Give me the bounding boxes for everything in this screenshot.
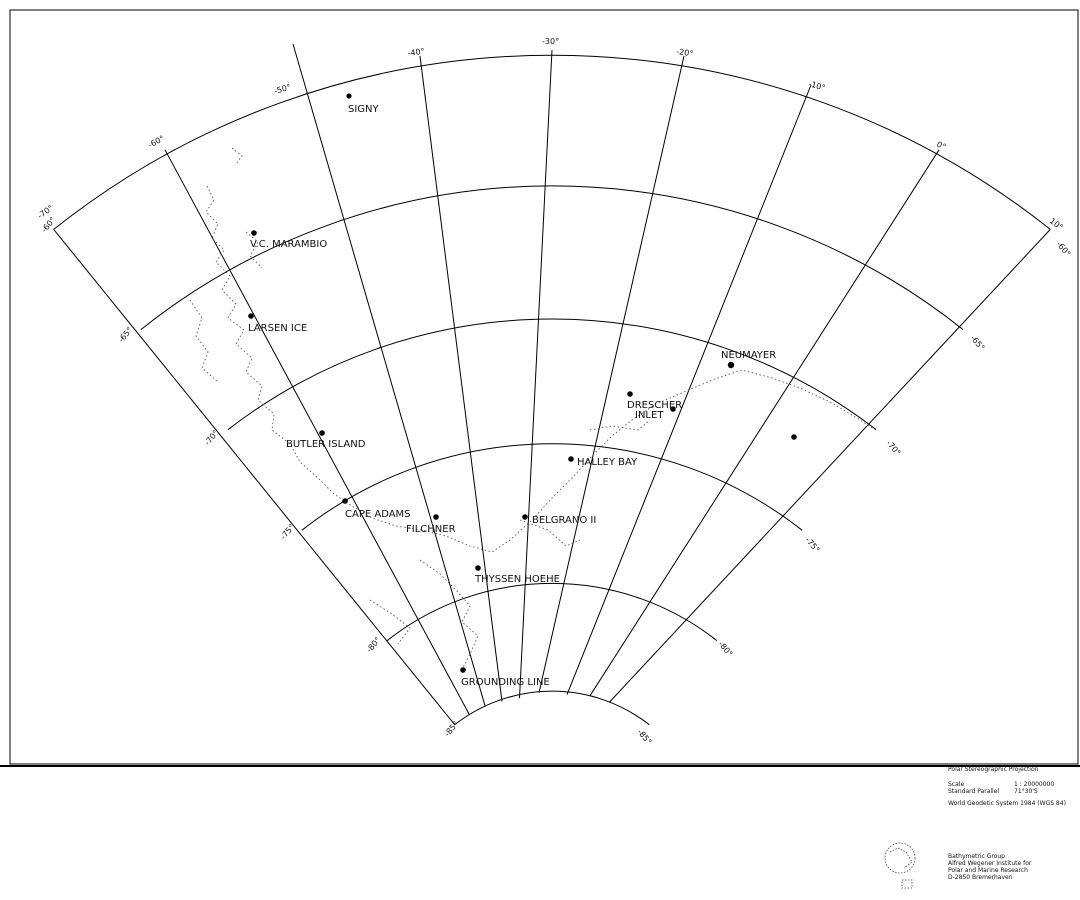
meridian-edge-right: [609, 229, 1051, 703]
cape-adams-label: CAPE ADAMS: [345, 509, 411, 520]
parallel-60: [53, 54, 1051, 230]
parallel-65: [140, 185, 964, 330]
signy-label: SIGNY: [348, 104, 380, 115]
parallel-80: [386, 582, 718, 641]
drescher-marker: [627, 391, 633, 397]
scale-value: 1 : 20000000: [1014, 781, 1054, 788]
lon-label-m40: -40°: [407, 47, 425, 58]
lon-label-m60: -60°: [147, 134, 166, 150]
credit-line-4: D-2850 Bremerhaven: [948, 874, 1013, 881]
grounding-marker: [460, 667, 466, 673]
lat-left-m80: -80°: [365, 635, 383, 654]
parallel-85: [454, 690, 650, 726]
drescher-label-2: INLET: [635, 410, 664, 421]
neumayer-marker: [727, 361, 735, 369]
lat-right-m80: -80°: [716, 640, 734, 659]
station-labels: SIGNY V.C. MARAMBIO LARSEN ICE BUTLER IS…: [248, 104, 776, 688]
filchner-marker: [433, 514, 439, 520]
drescher-marker-2: [670, 406, 676, 412]
credit-line-2: Alfred Wegener Institute for: [948, 860, 1032, 867]
logo-block: [901, 879, 913, 889]
lat-right-m85: -85°: [635, 728, 653, 747]
meridian-m40: [419, 55, 503, 702]
parallel-75: [301, 443, 803, 531]
marambio-marker: [251, 230, 257, 236]
meridian-m30: [519, 49, 553, 699]
legend-block: Polar Stereographic Projection Scale 1 :…: [948, 766, 1066, 881]
lon-label-m50: -50°: [273, 83, 292, 96]
lon-label-m20: -20°: [676, 47, 694, 58]
scale-label: Scale: [948, 781, 964, 788]
meridian-edge-left: [53, 229, 456, 726]
station-markers: [248, 93, 797, 673]
lon-label-0: 0°: [935, 140, 947, 152]
meridian-m20: [538, 55, 685, 693]
standard-parallel-label: Standard Parallel: [948, 788, 999, 795]
lon-label-m30: -30°: [542, 37, 559, 46]
lat-right-m75: -75°: [803, 536, 821, 555]
standard-parallel-value: 71°30'S: [1014, 788, 1038, 795]
map-border: [9, 9, 1079, 765]
butler-marker: [319, 430, 325, 436]
halley-marker: [568, 456, 574, 462]
credit-line-1: Bathymetric Group: [948, 853, 1005, 860]
coast-filchner: [419, 559, 479, 671]
meridians: [53, 43, 1051, 726]
coast-west-islands: [189, 299, 219, 383]
logo-coast: [889, 847, 913, 869]
marambio-label: V.C. MARAMBIO: [250, 239, 327, 250]
halley-label: HALLEY BAY: [577, 457, 638, 468]
coast-islets: [231, 147, 243, 165]
longitude-labels: -60° -50° -40° -30° -20° -10° 0° 10° -70…: [36, 37, 1065, 232]
meridian-m60: [164, 149, 470, 716]
neumayer-label: NEUMAYER: [721, 350, 776, 361]
cape-adams-marker: [342, 498, 348, 504]
logo-globe: [884, 842, 916, 874]
signy-marker: [346, 93, 352, 99]
coast-brunt: [589, 419, 651, 431]
thyssen-label: THYSSEN HOEHE: [474, 574, 560, 585]
projection-text: Polar Stereographic Projection: [948, 766, 1039, 773]
lat-left-m70: -70°: [203, 428, 221, 447]
datum-text: World Geodetic System 1984 (WGS 84): [948, 800, 1066, 807]
filchner-label: FILCHNER: [406, 524, 456, 535]
latitude-labels: -60° -65° -70° -75° -80° -85° -60° -65° …: [40, 215, 1073, 746]
meridian-0: [589, 149, 940, 697]
meridian-m50: [292, 43, 486, 707]
lat-right-m70: -70°: [884, 439, 902, 458]
drescher-label-1: DRESCHER: [627, 400, 682, 411]
institute-logo: [884, 842, 916, 889]
larsen-label: LARSEN ICE: [248, 323, 307, 334]
lat-right-m60: -60°: [1054, 240, 1072, 259]
latitude-arcs: [53, 54, 1051, 726]
butler-label: BUTLER ISLAND: [286, 439, 366, 450]
parallel-70: [227, 318, 877, 431]
lon-label-m10: -10°: [807, 79, 826, 92]
coast-peninsula-tip: [245, 231, 263, 269]
grounding-label: GROUNDING LINE: [461, 677, 550, 688]
belgrano-marker: [522, 514, 528, 520]
lat-left-m65: -65°: [117, 325, 135, 344]
coast-berkner: [519, 519, 581, 547]
larsen-marker: [248, 313, 254, 319]
credit-line-3: Polar and Marine Research: [948, 867, 1028, 874]
belgrano-label: BELGRANO II: [532, 515, 596, 526]
unnamed-marker: [791, 434, 797, 440]
coast-ronne: [369, 599, 411, 645]
lat-right-m65: -65°: [968, 334, 986, 353]
thyssen-marker: [475, 565, 481, 571]
